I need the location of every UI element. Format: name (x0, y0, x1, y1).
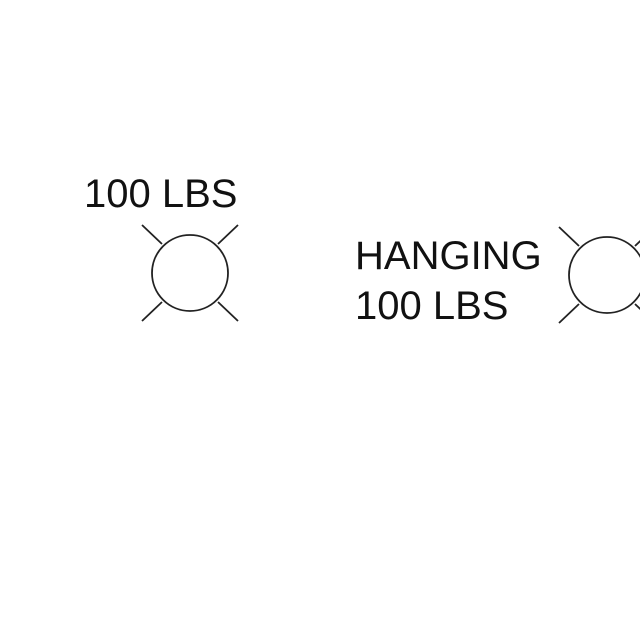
fixture-1-diagonal-upper-left (141, 224, 163, 245)
fixture-2-diagonal-upper-left (558, 226, 580, 247)
fixture-2-diagonal-lower-right (634, 303, 640, 310)
fixture-2-circle (568, 236, 640, 314)
fixture-2-diagonal-upper-right (634, 240, 640, 247)
fixture-2-circle-x-icon (558, 226, 640, 324)
fixture-1-diagonal-lower-left (141, 301, 163, 322)
fixture-1-circle (151, 234, 229, 312)
fixture-1-circle-x-icon (141, 224, 239, 322)
fixture-1-diagonal-upper-right (217, 224, 239, 245)
fixture-2-diagonal-lower-left (558, 303, 580, 324)
fixture-1-weight-label: 100 LBS (84, 172, 238, 216)
fixture-1-diagonal-lower-right (217, 301, 239, 322)
fixture-2-weight-label: 100 LBS (355, 284, 509, 328)
fixture-2-hanging-label: HANGING (355, 234, 542, 278)
